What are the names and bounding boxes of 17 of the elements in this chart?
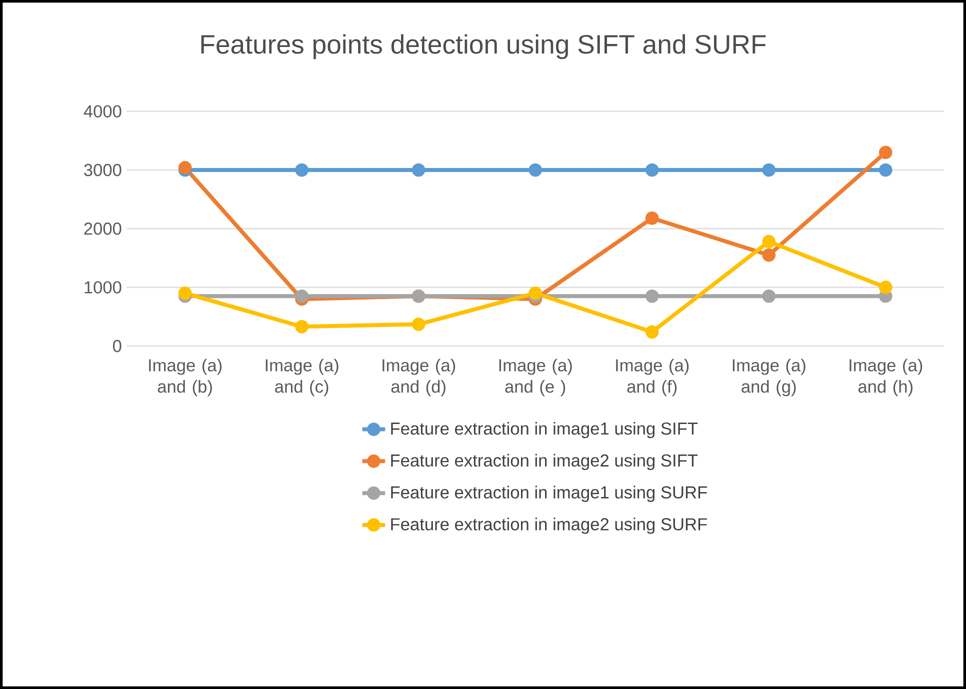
y-tick-label: 1000: [84, 281, 122, 294]
x-tick-label: Image (a) and (h): [850, 358, 922, 396]
legend-label: Feature extraction in image1 using SURF: [391, 486, 707, 502]
y-tick-label: 0: [112, 340, 122, 352]
x-tick-label: Image (a) and (d): [382, 358, 456, 396]
x-tick-label: Image (a) and (b): [149, 358, 222, 396]
chart-title: Features points detection using SIFT and SURF: [201, 34, 766, 60]
legend-label: Feature extraction in image2 using SURF: [391, 518, 707, 534]
y-tick-label: 3000: [84, 164, 122, 176]
x-tick-label: Image (a) and (g): [732, 358, 806, 396]
y-tick-label: 2000: [84, 222, 122, 235]
y-tick-label: 4000: [84, 105, 122, 118]
x-tick-label: Image (a) and (c): [266, 358, 338, 396]
x-tick-label: Image (a) and (f): [616, 358, 689, 396]
x-tick-label: Image (a) and (e ): [499, 358, 572, 396]
legend-label: Feature extraction in image1 using SIFT: [391, 422, 698, 438]
legend-label: Feature extraction in image2 using SIFT: [391, 454, 698, 470]
